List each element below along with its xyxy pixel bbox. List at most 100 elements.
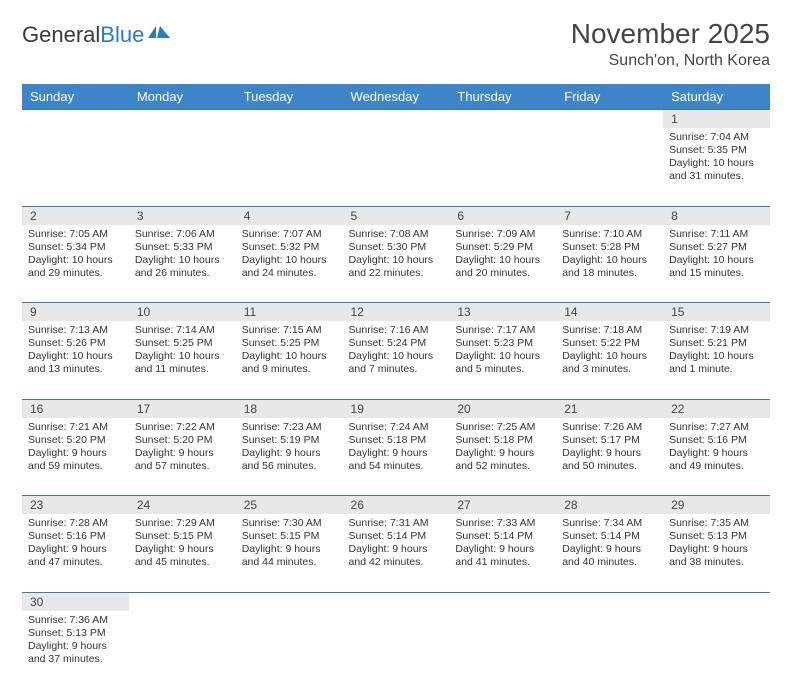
sunset-text: Sunset: 5:14 PM xyxy=(349,530,444,543)
day-number-cell: 7 xyxy=(556,206,663,225)
day-cell: Sunrise: 7:29 AMSunset: 5:15 PMDaylight:… xyxy=(129,514,236,592)
brand-logo: GeneralBlue xyxy=(22,22,174,48)
day-number-cell: 25 xyxy=(236,496,343,515)
day-cell: Sunrise: 7:31 AMSunset: 5:14 PMDaylight:… xyxy=(343,514,450,592)
week-body-row: Sunrise: 7:05 AMSunset: 5:34 PMDaylight:… xyxy=(22,225,770,303)
day-cell-body: Sunrise: 7:30 AMSunset: 5:15 PMDaylight:… xyxy=(236,514,343,574)
day-cell-body: Sunrise: 7:28 AMSunset: 5:16 PMDaylight:… xyxy=(22,514,129,574)
week-body-row: Sunrise: 7:21 AMSunset: 5:20 PMDaylight:… xyxy=(22,418,770,496)
daylight-text: Daylight: 10 hours and 5 minutes. xyxy=(455,350,550,376)
sunrise-text: Sunrise: 7:13 AM xyxy=(28,324,123,337)
daynum-row: 30 xyxy=(22,592,770,611)
calendar-table: Sunday Monday Tuesday Wednesday Thursday… xyxy=(22,84,770,689)
daylight-text: Daylight: 10 hours and 18 minutes. xyxy=(562,254,657,280)
day-cell xyxy=(449,128,556,206)
day-header: Wednesday xyxy=(343,84,450,110)
daylight-text: Daylight: 9 hours and 56 minutes. xyxy=(242,447,337,473)
day-cell xyxy=(236,611,343,689)
day-cell: Sunrise: 7:15 AMSunset: 5:25 PMDaylight:… xyxy=(236,321,343,399)
sunset-text: Sunset: 5:16 PM xyxy=(669,434,764,447)
sunset-text: Sunset: 5:14 PM xyxy=(455,530,550,543)
day-number-cell xyxy=(343,592,450,611)
day-cell-body: Sunrise: 7:11 AMSunset: 5:27 PMDaylight:… xyxy=(663,225,770,285)
sunset-text: Sunset: 5:24 PM xyxy=(349,337,444,350)
day-cell xyxy=(343,611,450,689)
sunset-text: Sunset: 5:29 PM xyxy=(455,241,550,254)
day-cell: Sunrise: 7:27 AMSunset: 5:16 PMDaylight:… xyxy=(663,418,770,496)
day-number-cell: 13 xyxy=(449,303,556,322)
daylight-text: Daylight: 9 hours and 54 minutes. xyxy=(349,447,444,473)
day-number-cell xyxy=(449,110,556,129)
day-header: Sunday xyxy=(22,84,129,110)
daynum-row: 2345678 xyxy=(22,206,770,225)
day-cell-body: Sunrise: 7:15 AMSunset: 5:25 PMDaylight:… xyxy=(236,321,343,381)
daynum-row: 9101112131415 xyxy=(22,303,770,322)
sunrise-text: Sunrise: 7:08 AM xyxy=(349,228,444,241)
sunrise-text: Sunrise: 7:35 AM xyxy=(669,517,764,530)
day-cell: Sunrise: 7:34 AMSunset: 5:14 PMDaylight:… xyxy=(556,514,663,592)
sunset-text: Sunset: 5:32 PM xyxy=(242,241,337,254)
sunrise-text: Sunrise: 7:33 AM xyxy=(455,517,550,530)
day-cell-body: Sunrise: 7:25 AMSunset: 5:18 PMDaylight:… xyxy=(449,418,556,478)
day-cell xyxy=(556,128,663,206)
day-cell: Sunrise: 7:09 AMSunset: 5:29 PMDaylight:… xyxy=(449,225,556,303)
daylight-text: Daylight: 10 hours and 7 minutes. xyxy=(349,350,444,376)
day-cell-body: Sunrise: 7:10 AMSunset: 5:28 PMDaylight:… xyxy=(556,225,663,285)
sunrise-text: Sunrise: 7:16 AM xyxy=(349,324,444,337)
day-cell: Sunrise: 7:08 AMSunset: 5:30 PMDaylight:… xyxy=(343,225,450,303)
day-cell: Sunrise: 7:11 AMSunset: 5:27 PMDaylight:… xyxy=(663,225,770,303)
day-header: Saturday xyxy=(663,84,770,110)
day-header: Tuesday xyxy=(236,84,343,110)
daylight-text: Daylight: 9 hours and 47 minutes. xyxy=(28,543,123,569)
sunrise-text: Sunrise: 7:18 AM xyxy=(562,324,657,337)
day-cell-body: Sunrise: 7:04 AMSunset: 5:35 PMDaylight:… xyxy=(663,128,770,188)
daynum-row: 16171819202122 xyxy=(22,399,770,418)
daylight-text: Daylight: 10 hours and 3 minutes. xyxy=(562,350,657,376)
sunrise-text: Sunrise: 7:09 AM xyxy=(455,228,550,241)
sunset-text: Sunset: 5:19 PM xyxy=(242,434,337,447)
sunset-text: Sunset: 5:22 PM xyxy=(562,337,657,350)
sunset-text: Sunset: 5:25 PM xyxy=(135,337,230,350)
day-cell: Sunrise: 7:33 AMSunset: 5:14 PMDaylight:… xyxy=(449,514,556,592)
day-number-cell: 21 xyxy=(556,399,663,418)
day-cell-body: Sunrise: 7:27 AMSunset: 5:16 PMDaylight:… xyxy=(663,418,770,478)
day-number-cell: 24 xyxy=(129,496,236,515)
day-number-cell xyxy=(22,110,129,129)
day-number-cell: 23 xyxy=(22,496,129,515)
day-number-cell xyxy=(129,110,236,129)
sunrise-text: Sunrise: 7:22 AM xyxy=(135,421,230,434)
day-cell: Sunrise: 7:14 AMSunset: 5:25 PMDaylight:… xyxy=(129,321,236,399)
day-number-cell: 18 xyxy=(236,399,343,418)
day-cell: Sunrise: 7:10 AMSunset: 5:28 PMDaylight:… xyxy=(556,225,663,303)
sunrise-text: Sunrise: 7:05 AM xyxy=(28,228,123,241)
sunrise-text: Sunrise: 7:36 AM xyxy=(28,614,123,627)
sunset-text: Sunset: 5:16 PM xyxy=(28,530,123,543)
brand-name-1: General xyxy=(22,22,100,48)
day-cell-body: Sunrise: 7:22 AMSunset: 5:20 PMDaylight:… xyxy=(129,418,236,478)
sunset-text: Sunset: 5:14 PM xyxy=(562,530,657,543)
day-cell-body: Sunrise: 7:06 AMSunset: 5:33 PMDaylight:… xyxy=(129,225,236,285)
sunrise-text: Sunrise: 7:21 AM xyxy=(28,421,123,434)
sunrise-text: Sunrise: 7:28 AM xyxy=(28,517,123,530)
day-number-cell xyxy=(343,110,450,129)
day-number-cell: 10 xyxy=(129,303,236,322)
day-number-cell: 29 xyxy=(663,496,770,515)
sunset-text: Sunset: 5:17 PM xyxy=(562,434,657,447)
daylight-text: Daylight: 9 hours and 38 minutes. xyxy=(669,543,764,569)
sunrise-text: Sunrise: 7:11 AM xyxy=(669,228,764,241)
day-cell: Sunrise: 7:16 AMSunset: 5:24 PMDaylight:… xyxy=(343,321,450,399)
day-number-cell xyxy=(556,110,663,129)
day-number-cell xyxy=(663,592,770,611)
day-cell: Sunrise: 7:23 AMSunset: 5:19 PMDaylight:… xyxy=(236,418,343,496)
day-cell xyxy=(343,128,450,206)
sunrise-text: Sunrise: 7:27 AM xyxy=(669,421,764,434)
day-number-cell xyxy=(236,592,343,611)
day-cell-body: Sunrise: 7:29 AMSunset: 5:15 PMDaylight:… xyxy=(129,514,236,574)
day-cell xyxy=(236,128,343,206)
daylight-text: Daylight: 10 hours and 29 minutes. xyxy=(28,254,123,280)
day-header: Friday xyxy=(556,84,663,110)
day-number-cell: 30 xyxy=(22,592,129,611)
sunset-text: Sunset: 5:26 PM xyxy=(28,337,123,350)
daylight-text: Daylight: 9 hours and 40 minutes. xyxy=(562,543,657,569)
sunrise-text: Sunrise: 7:10 AM xyxy=(562,228,657,241)
